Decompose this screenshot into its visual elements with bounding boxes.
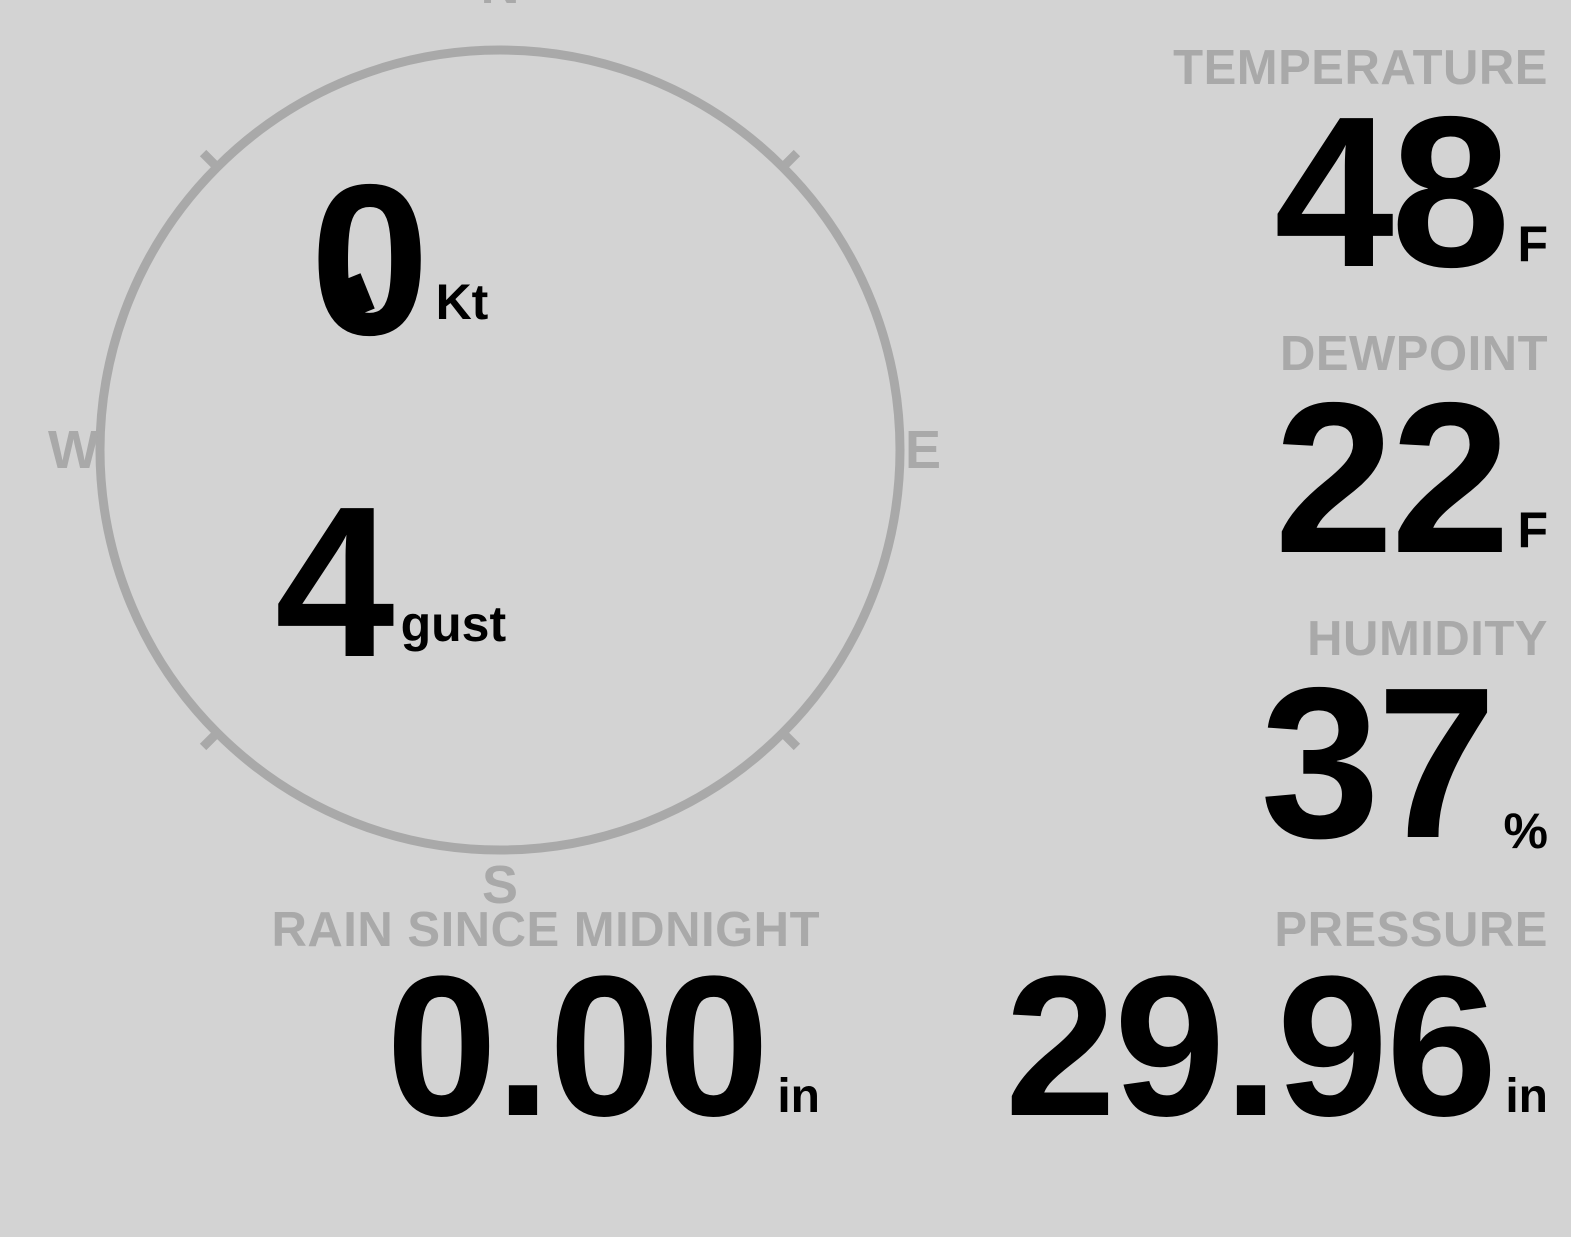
compass-tick-group [199,149,801,751]
compass-tick-se [779,729,801,751]
compass-label-south: S [481,855,519,915]
readout-dewpoint-label: DEWPOINT [1279,327,1548,381]
readout-rain-row: 0.00 in [180,935,820,1158]
wind-gust-readout: 4 gust [275,461,507,702]
compass-tick-ne [779,149,801,171]
compass-label-north: N [0,0,1000,12]
readout-rain-unit: in [777,1070,820,1123]
readout-pressure-row: 29.96 in [880,935,1548,1158]
wind-direction-marker-square [325,273,375,323]
readout-pressure-label: PRESSURE [1274,903,1548,957]
readout-humidity-value: 37 [1260,642,1496,883]
readout-humidity: HUMIDITY 37 % [1040,612,1548,883]
readout-humidity-label: HUMIDITY [1307,612,1548,666]
compass-tick-nw [199,149,221,171]
compass-label-east: E [905,420,942,480]
wind-speed-value: 0 [310,139,430,380]
readout-temperature-label: TEMPERATURE [1173,41,1548,95]
compass-label-west: W [48,420,99,480]
compass-tick-sw [199,729,221,751]
readout-rain: RAIN SINCE MIDNIGHT 0.00 in [180,903,821,1158]
readout-humidity-row: 37 % [1040,642,1548,883]
readout-dewpoint-unit: F [1517,501,1548,558]
readout-rain-label: RAIN SINCE MIDNIGHT [271,903,820,957]
compass-ring-graphic [95,45,905,855]
readout-temperature-unit: F [1517,215,1548,272]
readout-pressure-unit: in [1505,1070,1548,1123]
wind-gust-value: 4 [275,461,395,702]
wind-compass-dial: N E S W 0 Kt 4 gust [0,0,1000,950]
wind-direction-marker [325,273,375,323]
readout-dewpoint: DEWPOINT 22 F [1040,327,1548,598]
wind-speed-readout: 0 Kt [310,139,489,380]
readout-dewpoint-row: 22 F [1040,357,1548,598]
readout-temperature-row: 48 F [1040,71,1548,312]
wind-speed-unit: Kt [435,273,489,330]
readout-pressure: PRESSURE 29.96 in [880,903,1548,1158]
readout-rain-value: 0.00 [386,935,769,1158]
readout-pressure-value: 29.96 [1004,935,1497,1158]
readout-humidity-unit: % [1503,802,1548,859]
readout-temperature-value: 48 [1274,71,1510,312]
wind-gust-unit: gust [400,595,507,652]
readout-temperature: TEMPERATURE 48 F [1040,41,1548,312]
compass-ring-circle [95,45,905,855]
readout-dewpoint-value: 22 [1274,357,1510,598]
